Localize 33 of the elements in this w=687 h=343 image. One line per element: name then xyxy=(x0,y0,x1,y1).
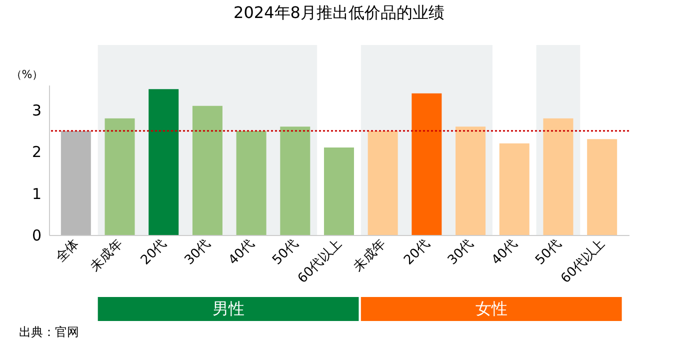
bar xyxy=(104,118,135,235)
x-tick-label: 40代 xyxy=(489,236,521,268)
bar xyxy=(236,130,266,235)
source-note: 出典：官网 xyxy=(19,325,79,339)
x-tick-label: 50代 xyxy=(270,236,302,268)
x-tick-label: 30代 xyxy=(182,236,214,268)
bar xyxy=(456,126,486,235)
text: 男性 xyxy=(212,299,244,318)
bar xyxy=(192,106,222,235)
x-tick-label: 未成年 xyxy=(350,236,390,275)
x-tick-label: 50代 xyxy=(532,236,564,268)
bar xyxy=(412,93,442,235)
bar xyxy=(499,143,530,235)
x-tick-label: 20代 xyxy=(401,236,433,268)
bar xyxy=(148,89,179,235)
x-tick-label: 未成年 xyxy=(88,236,126,275)
bar xyxy=(368,130,398,235)
chart-title: 2024年8月推出低价品的业绩 xyxy=(234,3,444,22)
bar xyxy=(543,118,574,235)
bar xyxy=(280,126,310,235)
bar xyxy=(587,139,618,235)
bar xyxy=(324,148,354,235)
y-tick-label: 0 xyxy=(32,226,42,244)
bar xyxy=(60,130,91,235)
y-axis-title: （%） xyxy=(10,68,44,81)
y-tick-label: 1 xyxy=(32,184,42,203)
x-tick-label: 40代 xyxy=(226,236,258,268)
y-tick-label: 3 xyxy=(32,102,42,120)
y-tick-label: 2 xyxy=(32,143,42,162)
x-tick-label: 30代 xyxy=(445,236,477,268)
x-tick-label: 20代 xyxy=(138,236,170,268)
x-tick-label: 全体 xyxy=(53,236,82,266)
text: 女性 xyxy=(475,299,508,318)
